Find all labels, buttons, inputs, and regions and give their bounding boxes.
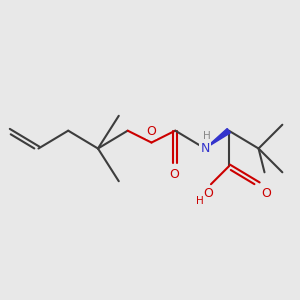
Text: O: O [262, 187, 272, 200]
Polygon shape [205, 128, 230, 148]
Text: O: O [203, 187, 213, 200]
Text: H: H [196, 196, 203, 206]
Text: H: H [202, 131, 210, 141]
Text: N: N [200, 142, 210, 155]
Text: O: O [169, 168, 179, 181]
Text: O: O [146, 125, 156, 138]
